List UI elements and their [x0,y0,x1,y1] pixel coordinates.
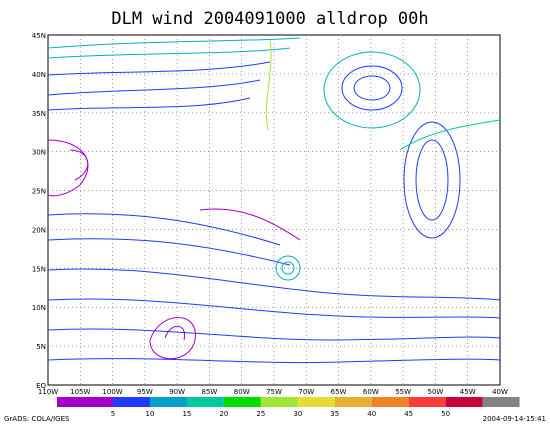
colorbar-label: 15 [182,410,191,418]
y-label: 35N [32,110,46,118]
colorbar-label: 45 [404,410,413,418]
x-label: 100W [102,388,122,396]
x-label: 50W [428,388,444,396]
y-label: 45N [32,32,46,40]
colorbar-label: 50 [441,410,450,418]
x-label: 55W [395,388,411,396]
x-label: 80W [234,388,250,396]
colorbar-swatch [186,397,224,407]
x-label: 45W [460,388,476,396]
x-label: 95W [137,388,153,396]
x-label: 70W [298,388,314,396]
colorbar-swatch [445,397,483,407]
colorbar-label: 5 [111,410,115,418]
y-label: 25N [32,188,46,196]
y-label: 5N [36,343,46,351]
streamlines [47,37,501,364]
colorbar-swatch [149,397,187,407]
x-label: 90W [169,388,185,396]
y-label: EQ [36,382,46,390]
colorbar-swatch [223,397,261,407]
colorbar-swatch [334,397,372,407]
graticule: 110W 105W 100W 95W 90W 85W 80W 75W 70W 65W 60W 55W 5… [32,32,508,396]
colorbar-label: 20 [219,410,228,418]
colorbar-label: 10 [145,410,154,418]
colorbar-swatch [113,397,150,407]
footer-left: GrADS: COLA/IGES [4,415,70,423]
colorbar-swatch [408,397,446,407]
x-label: 75W [266,388,282,396]
y-label: 20N [32,226,46,234]
colorbar-swatch [482,397,520,407]
colorbar-label: 25 [256,410,265,418]
colorbar-label: 40 [367,410,376,418]
footer-right: 2004-09-14-15:41 [483,415,546,423]
y-label: 40N [32,71,46,79]
x-label: 105W [70,388,90,396]
colorbar-swatch [297,397,335,407]
x-label: 85W [202,388,218,396]
colorbar-swatch [371,397,409,407]
y-label: 10N [32,304,46,312]
x-label: 40W [492,388,508,396]
map-frame [47,34,501,386]
x-label: 110W [38,388,58,396]
colorbar-swatch [57,397,113,407]
colorbar: 5 10 15 20 25 30 35 40 45 50 [57,397,520,418]
colorbar-label: 30 [293,410,302,418]
x-label: 60W [363,388,379,396]
colorbar-label: 35 [330,410,339,418]
y-label: 30N [32,149,46,157]
title: DLM wind 2004091000 alldrop 00h [111,9,428,29]
x-label: 65W [331,388,347,396]
y-label: 15N [32,265,46,273]
colorbar-swatch [260,397,298,407]
